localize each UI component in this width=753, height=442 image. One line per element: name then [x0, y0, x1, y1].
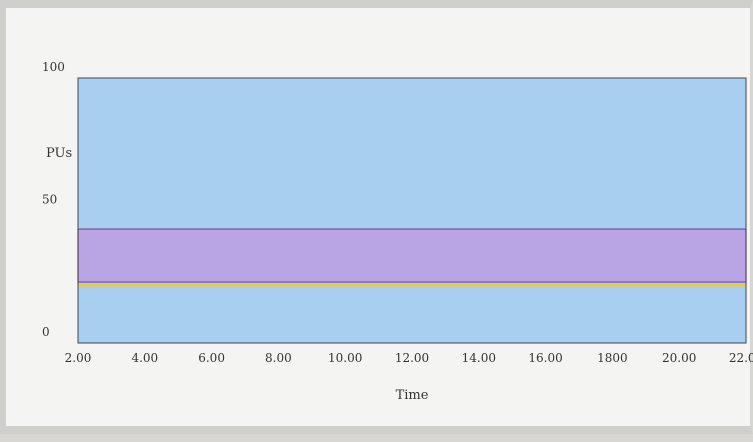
- x-tick-label: 20.00: [662, 351, 696, 365]
- chart-svg: 2.00 4.00 6.00 8.00 10.00 12.00 14.00 16.00 1800…: [42, 60, 753, 403]
- x-tick-label: 16.00: [528, 351, 562, 365]
- range-band: [77, 228, 747, 283]
- x-axis-label: Time: [396, 388, 429, 403]
- y-tick-label: 50: [42, 193, 57, 207]
- x-tick-label: 2.00: [65, 351, 92, 365]
- band-layer: [77, 228, 747, 283]
- x-tick-label: 6.00: [198, 351, 225, 365]
- y-axis-label: PUs: [46, 146, 72, 161]
- y-tick-label: 100: [42, 60, 65, 74]
- y-tick-labels: 100 50 0: [42, 60, 65, 339]
- x-tick-label: 10.00: [328, 351, 362, 365]
- x-tick-labels: 2.00 4.00 6.00 8.00 10.00 12.00 14.00 16.00 1800…: [65, 351, 753, 365]
- x-tick-label: 14.00: [462, 351, 496, 365]
- x-tick-label: 8.00: [265, 351, 292, 365]
- plot-border: [77, 77, 747, 344]
- plot-background: [78, 78, 746, 343]
- x-tick-label: 1800: [597, 351, 628, 365]
- y-tick-label: 0: [42, 325, 50, 339]
- x-tick-label: 4.00: [131, 351, 158, 365]
- x-tick-label: 12.00: [395, 351, 429, 365]
- x-tick-label: 22.00: [729, 351, 753, 365]
